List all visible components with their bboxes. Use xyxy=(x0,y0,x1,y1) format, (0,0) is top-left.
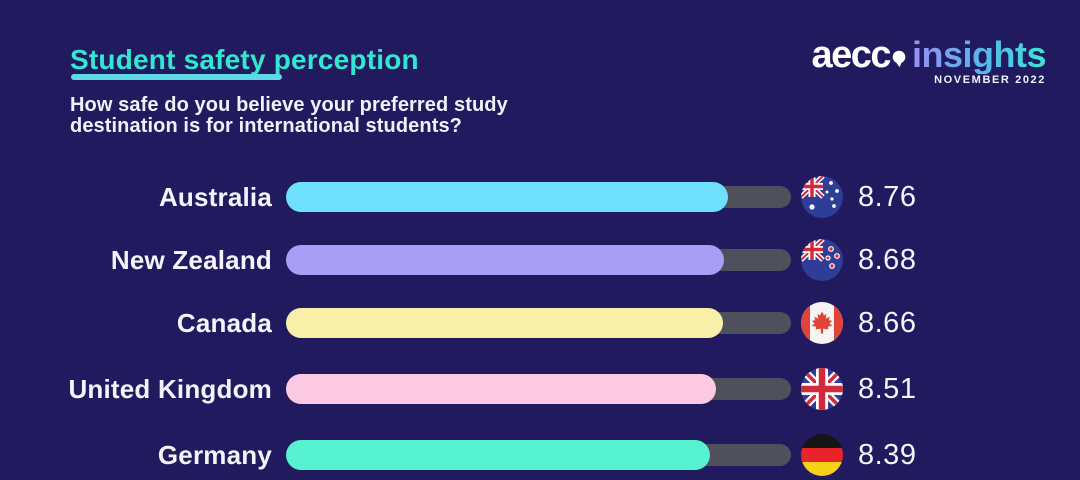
table-row: Australia xyxy=(0,176,1080,218)
table-row: United Kingdom 8.51 xyxy=(0,368,1080,410)
page-title: Student safety perception xyxy=(70,44,419,75)
bar-area xyxy=(286,302,791,344)
bar-fill xyxy=(286,308,724,338)
bar-fill xyxy=(286,440,710,470)
score-value: 8.39 xyxy=(858,438,917,471)
country-label: Canada xyxy=(176,307,272,338)
location-pin-icon xyxy=(892,50,906,68)
united-kingdom-flag-icon xyxy=(801,368,843,410)
bar-fill xyxy=(286,182,729,212)
table-row: New Zealand xyxy=(0,239,1080,281)
title-underline xyxy=(71,74,282,80)
canada-flag-icon xyxy=(801,302,843,344)
score-value: 8.51 xyxy=(858,372,917,405)
score-value: 8.66 xyxy=(858,306,917,339)
country-label: United Kingdom xyxy=(68,373,272,404)
chart-question: How safe do you believe your preferred s… xyxy=(70,94,508,137)
brand-logo: aecc insights NOVEMBER 2022 xyxy=(811,34,1047,87)
score-value: 8.76 xyxy=(858,180,917,213)
bar-area xyxy=(286,368,791,410)
country-label: New Zealand xyxy=(110,244,272,275)
brand-date: NOVEMBER 2022 xyxy=(934,74,1046,86)
bar-fill xyxy=(286,245,725,275)
score-value: 8.68 xyxy=(858,243,917,276)
bar-fill xyxy=(286,374,716,404)
brand-logo-line: aecc insights xyxy=(811,34,1047,76)
new-zealand-flag-icon xyxy=(801,239,843,281)
table-row: Canada 8.66 xyxy=(0,302,1080,344)
table-row: Germany 8.39 xyxy=(0,434,1080,476)
country-label: Australia xyxy=(158,181,272,212)
bar-area xyxy=(286,434,791,476)
brand-product: insights xyxy=(911,34,1047,75)
brand-name: aecc xyxy=(811,34,891,76)
germany-flag-icon xyxy=(801,434,843,476)
bar-area xyxy=(286,176,791,218)
country-label: Germany xyxy=(157,439,272,470)
bar-area xyxy=(286,239,791,281)
australia-flag-icon xyxy=(801,176,843,218)
